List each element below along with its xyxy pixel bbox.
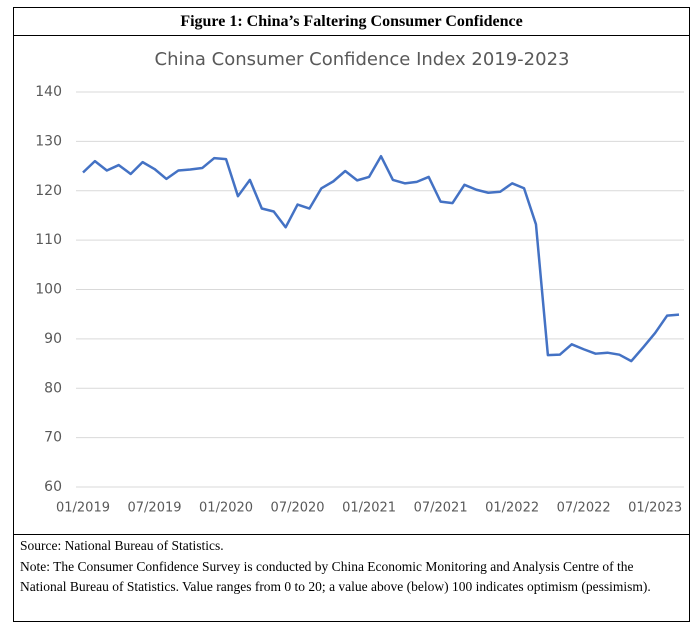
x-tick-label: 01/2020 xyxy=(199,501,253,516)
source: Source: National Bureau of Statistics. xyxy=(20,538,224,553)
y-tick-label: 140 xyxy=(35,84,62,100)
data-line xyxy=(82,154,680,363)
y-tick-label: 130 xyxy=(35,133,62,149)
x-tick-label: 07/2019 xyxy=(128,501,182,516)
figure-footer: Source: National Bureau of Statistics. N… xyxy=(14,534,689,622)
y-tick-label: 120 xyxy=(35,183,62,199)
figure-frame: Figure 1: China’s Faltering Consumer Con… xyxy=(13,7,690,622)
x-tick-label: 07/2022 xyxy=(557,501,611,516)
figure-title: Figure 1: China’s Faltering Consumer Con… xyxy=(14,8,689,36)
y-tick-label: 110 xyxy=(35,232,62,248)
x-tick-label: 07/2020 xyxy=(271,501,325,516)
y-tick-label: 100 xyxy=(35,282,62,298)
y-tick-label: 70 xyxy=(44,430,62,446)
x-tick-label: 01/2021 xyxy=(342,501,396,516)
y-tick-label: 60 xyxy=(44,479,62,495)
y-tick-label: 90 xyxy=(44,331,62,347)
x-tick-label: 01/2019 xyxy=(56,501,110,516)
x-tick-label: 01/2022 xyxy=(485,501,539,516)
x-tick-label: 07/2021 xyxy=(414,501,468,516)
x-tick-label: 01/2023 xyxy=(628,501,682,516)
y-tick-label: 80 xyxy=(44,380,62,396)
chart-title: China Consumer Confidence Index 2019-202… xyxy=(155,49,570,70)
note: Note: The Consumer Confidence Survey is … xyxy=(20,559,651,594)
